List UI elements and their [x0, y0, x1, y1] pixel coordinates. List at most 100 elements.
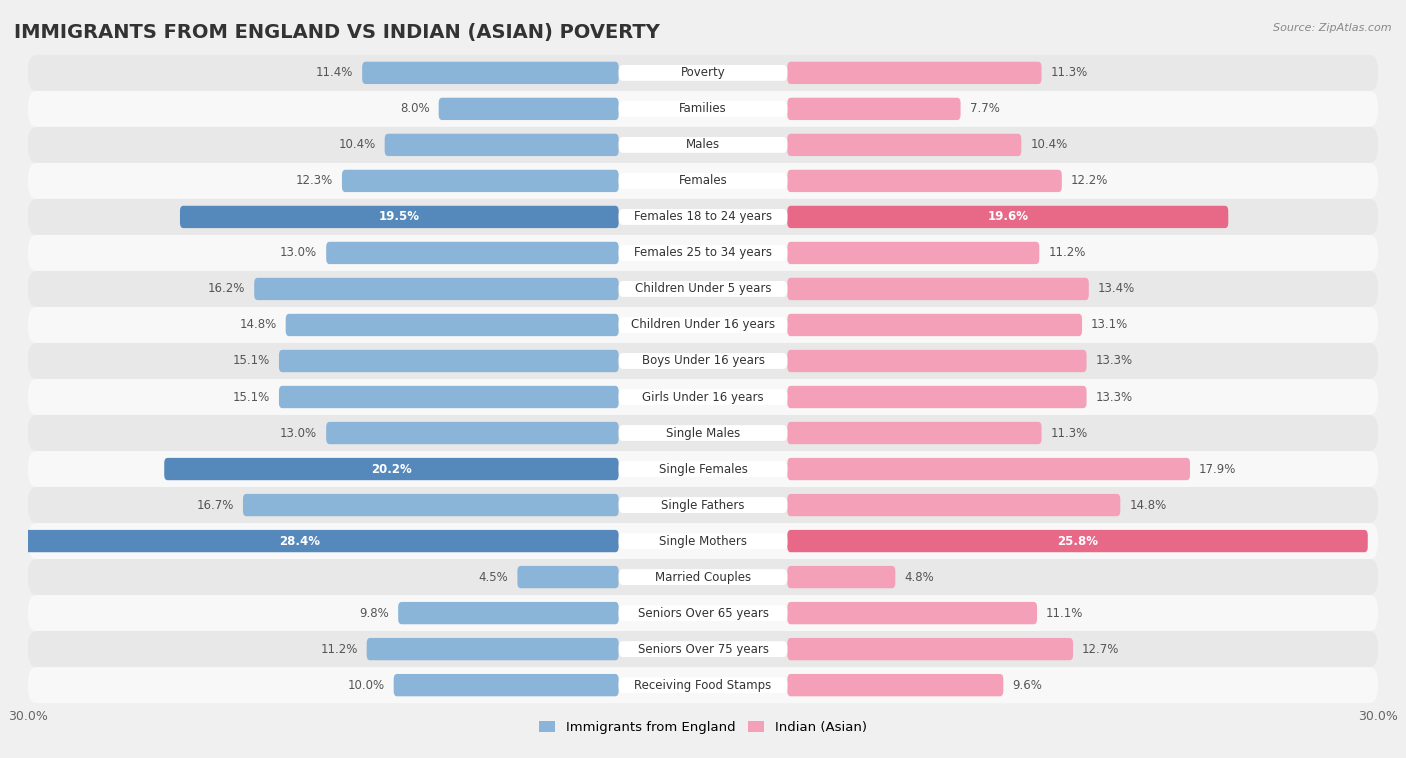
FancyBboxPatch shape — [278, 350, 619, 372]
Text: 25.8%: 25.8% — [1057, 534, 1098, 547]
FancyBboxPatch shape — [787, 674, 1004, 697]
Text: 12.7%: 12.7% — [1083, 643, 1119, 656]
Text: 8.0%: 8.0% — [401, 102, 430, 115]
Text: Boys Under 16 years: Boys Under 16 years — [641, 355, 765, 368]
FancyBboxPatch shape — [787, 530, 1368, 553]
Text: 14.8%: 14.8% — [1129, 499, 1167, 512]
Text: Receiving Food Stamps: Receiving Food Stamps — [634, 678, 772, 691]
FancyBboxPatch shape — [28, 631, 1378, 667]
FancyBboxPatch shape — [619, 569, 787, 585]
FancyBboxPatch shape — [28, 91, 1378, 127]
FancyBboxPatch shape — [28, 415, 1378, 451]
FancyBboxPatch shape — [28, 559, 1378, 595]
FancyBboxPatch shape — [165, 458, 619, 481]
FancyBboxPatch shape — [787, 277, 1088, 300]
FancyBboxPatch shape — [619, 101, 787, 117]
FancyBboxPatch shape — [787, 422, 1042, 444]
FancyBboxPatch shape — [439, 98, 619, 120]
FancyBboxPatch shape — [619, 281, 787, 297]
FancyBboxPatch shape — [28, 487, 1378, 523]
FancyBboxPatch shape — [619, 641, 787, 657]
FancyBboxPatch shape — [619, 461, 787, 477]
Text: Single Females: Single Females — [658, 462, 748, 475]
Text: Females 25 to 34 years: Females 25 to 34 years — [634, 246, 772, 259]
Text: 9.8%: 9.8% — [360, 606, 389, 619]
FancyBboxPatch shape — [28, 523, 1378, 559]
Text: Females: Females — [679, 174, 727, 187]
Text: 4.8%: 4.8% — [904, 571, 934, 584]
Text: 11.1%: 11.1% — [1046, 606, 1084, 619]
FancyBboxPatch shape — [787, 98, 960, 120]
Text: 11.3%: 11.3% — [1050, 427, 1088, 440]
Text: 4.5%: 4.5% — [478, 571, 509, 584]
FancyBboxPatch shape — [363, 61, 619, 84]
FancyBboxPatch shape — [28, 271, 1378, 307]
FancyBboxPatch shape — [787, 566, 896, 588]
Text: 15.1%: 15.1% — [233, 355, 270, 368]
FancyBboxPatch shape — [28, 55, 1378, 91]
FancyBboxPatch shape — [28, 199, 1378, 235]
Text: Single Mothers: Single Mothers — [659, 534, 747, 547]
Text: Single Fathers: Single Fathers — [661, 499, 745, 512]
Text: 11.2%: 11.2% — [321, 643, 357, 656]
FancyBboxPatch shape — [398, 602, 619, 625]
FancyBboxPatch shape — [619, 605, 787, 621]
FancyBboxPatch shape — [0, 530, 619, 553]
FancyBboxPatch shape — [787, 602, 1038, 625]
Text: Single Males: Single Males — [666, 427, 740, 440]
FancyBboxPatch shape — [619, 425, 787, 441]
FancyBboxPatch shape — [619, 209, 787, 225]
FancyBboxPatch shape — [278, 386, 619, 408]
Text: Families: Families — [679, 102, 727, 115]
FancyBboxPatch shape — [28, 235, 1378, 271]
FancyBboxPatch shape — [342, 170, 619, 192]
Text: 11.3%: 11.3% — [1050, 67, 1088, 80]
Text: 12.3%: 12.3% — [295, 174, 333, 187]
Text: Girls Under 16 years: Girls Under 16 years — [643, 390, 763, 403]
Text: 13.0%: 13.0% — [280, 427, 318, 440]
FancyBboxPatch shape — [787, 314, 1083, 336]
Text: 19.6%: 19.6% — [987, 211, 1028, 224]
FancyBboxPatch shape — [367, 638, 619, 660]
Text: Source: ZipAtlas.com: Source: ZipAtlas.com — [1274, 23, 1392, 33]
FancyBboxPatch shape — [619, 317, 787, 333]
FancyBboxPatch shape — [619, 173, 787, 189]
Text: 13.0%: 13.0% — [280, 246, 318, 259]
FancyBboxPatch shape — [28, 343, 1378, 379]
FancyBboxPatch shape — [394, 674, 619, 697]
FancyBboxPatch shape — [285, 314, 619, 336]
Text: Poverty: Poverty — [681, 67, 725, 80]
Text: 28.4%: 28.4% — [278, 534, 319, 547]
Text: 13.1%: 13.1% — [1091, 318, 1128, 331]
Text: 13.3%: 13.3% — [1095, 390, 1133, 403]
FancyBboxPatch shape — [619, 245, 787, 261]
FancyBboxPatch shape — [787, 242, 1039, 264]
FancyBboxPatch shape — [787, 638, 1073, 660]
FancyBboxPatch shape — [517, 566, 619, 588]
Text: 13.4%: 13.4% — [1098, 283, 1135, 296]
Text: Females 18 to 24 years: Females 18 to 24 years — [634, 211, 772, 224]
FancyBboxPatch shape — [787, 61, 1042, 84]
Text: Seniors Over 65 years: Seniors Over 65 years — [637, 606, 769, 619]
Text: 11.2%: 11.2% — [1049, 246, 1085, 259]
Text: Children Under 5 years: Children Under 5 years — [634, 283, 772, 296]
FancyBboxPatch shape — [619, 137, 787, 153]
FancyBboxPatch shape — [28, 595, 1378, 631]
FancyBboxPatch shape — [326, 242, 619, 264]
FancyBboxPatch shape — [385, 133, 619, 156]
Text: IMMIGRANTS FROM ENGLAND VS INDIAN (ASIAN) POVERTY: IMMIGRANTS FROM ENGLAND VS INDIAN (ASIAN… — [14, 23, 659, 42]
FancyBboxPatch shape — [28, 667, 1378, 703]
Text: 10.4%: 10.4% — [339, 139, 375, 152]
FancyBboxPatch shape — [619, 353, 787, 369]
FancyBboxPatch shape — [787, 133, 1021, 156]
FancyBboxPatch shape — [28, 379, 1378, 415]
Text: 19.5%: 19.5% — [378, 211, 420, 224]
FancyBboxPatch shape — [28, 127, 1378, 163]
FancyBboxPatch shape — [787, 386, 1087, 408]
FancyBboxPatch shape — [28, 451, 1378, 487]
Text: 11.4%: 11.4% — [316, 67, 353, 80]
FancyBboxPatch shape — [619, 677, 787, 693]
Text: 14.8%: 14.8% — [239, 318, 277, 331]
FancyBboxPatch shape — [254, 277, 619, 300]
Text: 7.7%: 7.7% — [970, 102, 1000, 115]
